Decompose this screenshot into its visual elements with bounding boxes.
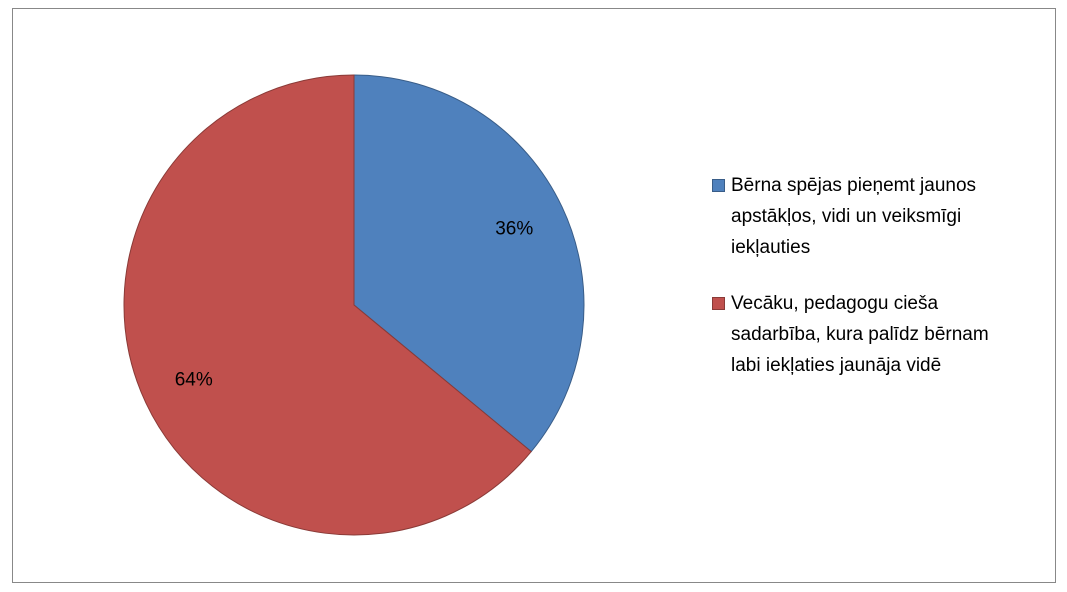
legend-swatch [712,297,725,310]
legend-item: Bērna spējas pieņemt jaunos apstākļos, v… [712,170,1032,263]
data-label: 36% [495,219,533,240]
legend-item: Vecāku, pedagogu cieša sadarbība, kura p… [712,288,1032,381]
legend-swatch [712,179,725,192]
pie-slice [353,74,585,453]
legend-label: Vecāku, pedagogu cieša sadarbība, kura p… [731,293,989,376]
pie-slice [123,74,532,536]
legend: Bērna spējas pieņemt jaunos apstākļos, v… [712,170,1032,406]
data-label: 64% [175,369,213,390]
legend-label: Bērna spējas pieņemt jaunos apstākļos, v… [731,175,977,258]
